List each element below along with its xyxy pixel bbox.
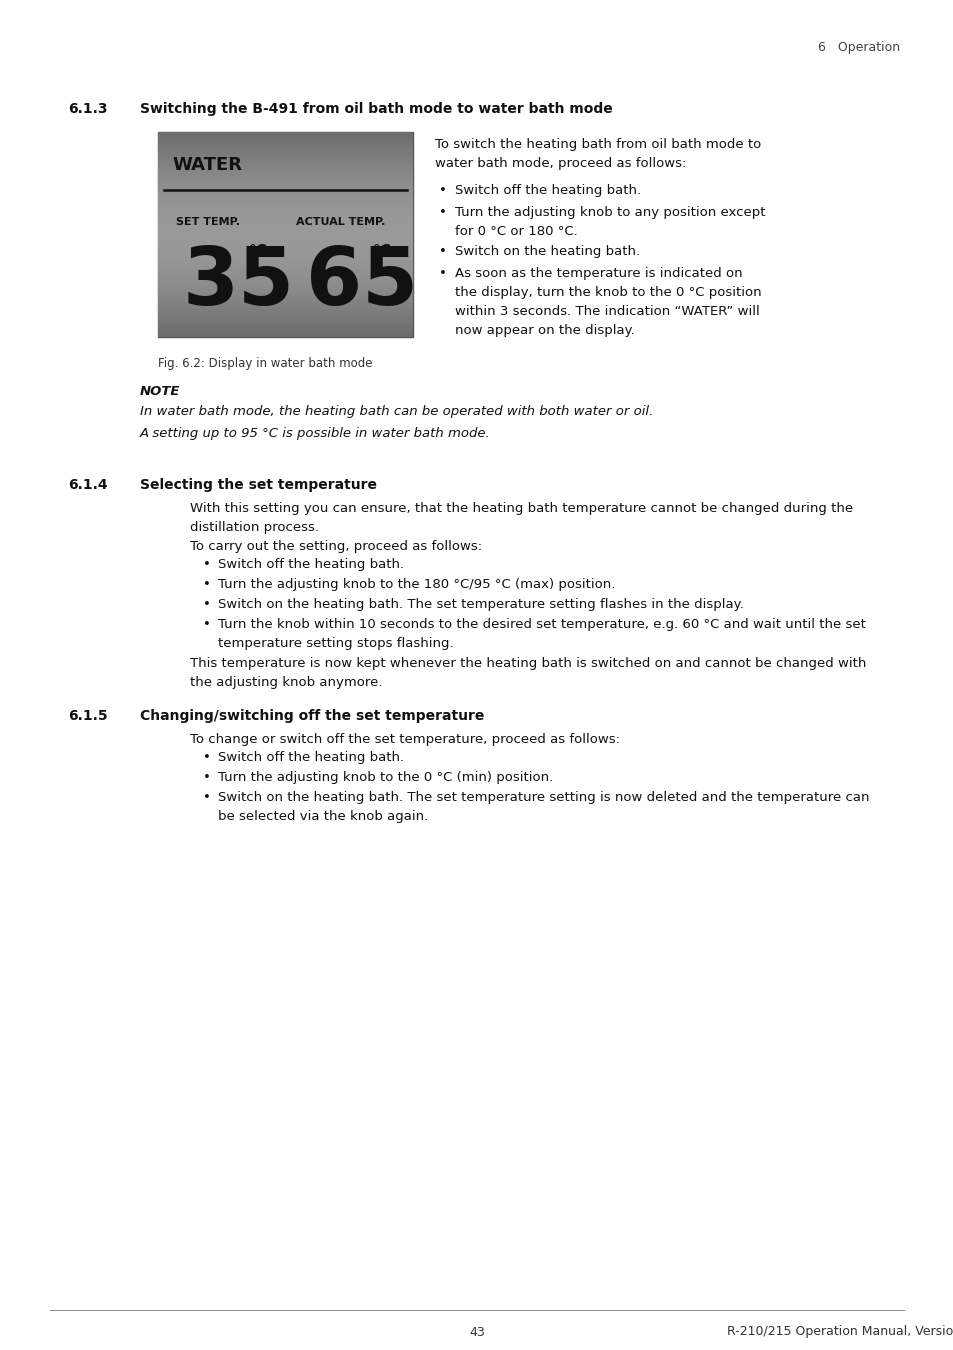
- Text: Switch off the heating bath.: Switch off the heating bath.: [455, 184, 640, 197]
- Text: Switching the B-491 from oil bath mode to water bath mode: Switching the B-491 from oil bath mode t…: [140, 103, 612, 116]
- Text: 35: 35: [183, 244, 294, 323]
- Text: This temperature is now kept whenever the heating bath is switched on and cannot: This temperature is now kept whenever th…: [190, 657, 865, 688]
- Text: Turn the adjusting knob to any position except
for 0 °C or 180 °C.: Turn the adjusting knob to any position …: [455, 207, 764, 238]
- Bar: [158, 132, 413, 338]
- Text: To switch the heating bath from oil bath mode to
water bath mode, proceed as fol: To switch the heating bath from oil bath…: [435, 138, 760, 170]
- Text: A setting up to 95 °C is possible in water bath mode.: A setting up to 95 °C is possible in wat…: [140, 427, 490, 440]
- Text: Switch off the heating bath.: Switch off the heating bath.: [218, 751, 404, 764]
- Text: With this setting you can ensure, that the heating bath temperature cannot be ch: With this setting you can ensure, that t…: [190, 502, 852, 535]
- Text: •: •: [203, 618, 211, 630]
- Text: NOTE: NOTE: [140, 385, 180, 398]
- Text: •: •: [203, 558, 211, 571]
- Text: Turn the knob within 10 seconds to the desired set temperature, e.g. 60 °C and w: Turn the knob within 10 seconds to the d…: [218, 618, 865, 649]
- Text: •: •: [438, 207, 446, 219]
- Text: SET TEMP.: SET TEMP.: [175, 217, 240, 227]
- Text: In water bath mode, the heating bath can be operated with both water or oil.: In water bath mode, the heating bath can…: [140, 405, 653, 418]
- Text: 6.1.5: 6.1.5: [68, 709, 108, 724]
- Text: •: •: [203, 578, 211, 591]
- Text: Selecting the set temperature: Selecting the set temperature: [140, 478, 376, 491]
- Text: Changing/switching off the set temperature: Changing/switching off the set temperatu…: [140, 709, 484, 724]
- Text: •: •: [203, 598, 211, 612]
- Text: 6.1.4: 6.1.4: [68, 478, 108, 491]
- Text: Turn the adjusting knob to the 0 °C (min) position.: Turn the adjusting knob to the 0 °C (min…: [218, 771, 553, 784]
- Text: Switch on the heating bath.: Switch on the heating bath.: [455, 244, 639, 258]
- Text: °C: °C: [373, 244, 392, 259]
- Text: 43: 43: [469, 1326, 484, 1338]
- Text: WATER: WATER: [172, 157, 242, 174]
- Text: •: •: [203, 771, 211, 784]
- Text: Fig. 6.2: Display in water bath mode: Fig. 6.2: Display in water bath mode: [158, 356, 372, 370]
- Text: •: •: [203, 791, 211, 805]
- Text: To change or switch off the set temperature, proceed as follows:: To change or switch off the set temperat…: [190, 733, 619, 747]
- Text: °C: °C: [249, 244, 268, 259]
- Text: Switch off the heating bath.: Switch off the heating bath.: [218, 558, 404, 571]
- Text: •: •: [438, 184, 446, 197]
- Text: Switch on the heating bath. The set temperature setting is now deleted and the t: Switch on the heating bath. The set temp…: [218, 791, 868, 823]
- Text: •: •: [438, 267, 446, 279]
- Text: To carry out the setting, proceed as follows:: To carry out the setting, proceed as fol…: [190, 540, 481, 553]
- Text: ACTUAL TEMP.: ACTUAL TEMP.: [295, 217, 385, 227]
- Text: 6   Operation: 6 Operation: [817, 42, 899, 54]
- Text: R-210/215 Operation Manual, Version F: R-210/215 Operation Manual, Version F: [726, 1326, 953, 1338]
- Text: •: •: [438, 244, 446, 258]
- Text: •: •: [203, 751, 211, 764]
- Text: 65: 65: [306, 244, 417, 323]
- Text: 6.1.3: 6.1.3: [68, 103, 108, 116]
- Text: As soon as the temperature is indicated on
the display, turn the knob to the 0 °: As soon as the temperature is indicated …: [455, 267, 760, 338]
- Text: Turn the adjusting knob to the 180 °C/95 °C (max) position.: Turn the adjusting knob to the 180 °C/95…: [218, 578, 615, 591]
- Text: Switch on the heating bath. The set temperature setting flashes in the display.: Switch on the heating bath. The set temp…: [218, 598, 743, 612]
